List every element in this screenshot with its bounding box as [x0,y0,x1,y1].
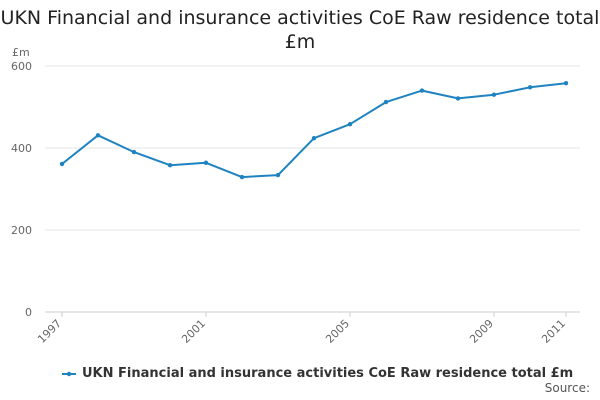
data-point[interactable] [239,174,245,180]
y-tick-label: 200 [11,224,32,237]
legend-swatch [62,371,76,376]
x-tick-label: 2005 [323,317,352,346]
data-point[interactable] [383,99,389,105]
y-tick-label: 400 [11,142,32,155]
data-point[interactable] [95,133,101,138]
legend[interactable]: UKN Financial and insurance activities C… [62,366,573,381]
series-line[interactable] [61,82,567,179]
x-tick-label: 1997 [35,317,64,346]
y-tick-labels: 0 200 400 600 [11,60,32,319]
y-tick-label: 0 [25,306,32,319]
source-label: Source: [544,381,590,395]
data-point[interactable] [311,135,317,141]
y-tick-label: 600 [11,60,32,73]
gridlines [45,65,580,313]
chart-title: UKN Financial and insurance activities C… [0,7,600,53]
x-tick-labels: 1997 2001 2005 2009 2011 [35,312,568,346]
x-tick-label: 2011 [539,317,568,346]
data-point[interactable] [491,92,497,97]
y-axis-unit-label: £m [12,46,30,59]
legend-label: UKN Financial and insurance activities C… [82,366,574,381]
data-point[interactable] [275,172,281,178]
data-point[interactable] [167,163,173,168]
x-tick-label: 2001 [179,317,208,346]
x-tick-label: 2009 [467,317,496,346]
data-point[interactable] [203,160,209,165]
data-point[interactable] [419,88,425,93]
data-point[interactable] [455,96,461,101]
data-point[interactable] [131,149,137,155]
data-point[interactable] [59,161,65,167]
series-group [59,81,569,180]
data-point[interactable] [527,85,533,90]
data-point[interactable] [563,81,569,86]
data-point[interactable] [347,122,353,127]
